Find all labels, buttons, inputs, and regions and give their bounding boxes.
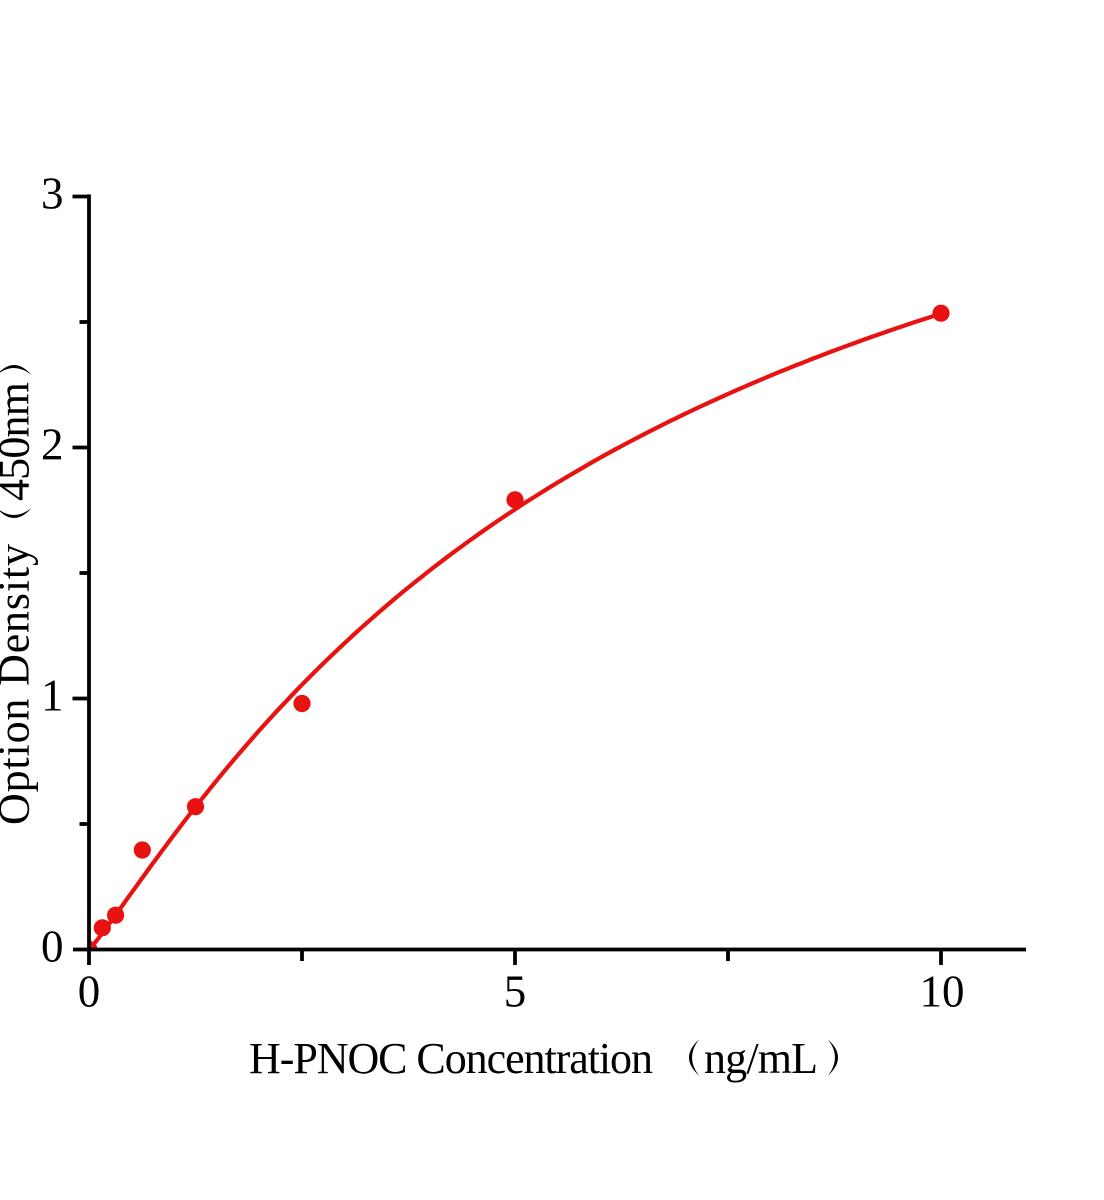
svg-text:Option Density: Option Density xyxy=(0,544,39,825)
svg-text:3: 3 xyxy=(41,169,64,219)
svg-text:0: 0 xyxy=(41,922,64,972)
svg-text:5: 5 xyxy=(504,967,527,1017)
svg-text:1: 1 xyxy=(41,671,64,721)
svg-text:450nm: 450nm xyxy=(0,382,39,501)
svg-text:ng/mL: ng/mL xyxy=(704,1034,818,1083)
svg-text:0: 0 xyxy=(78,967,101,1017)
svg-text:H-PNOC Concentration: H-PNOC Concentration xyxy=(249,1034,653,1083)
svg-text:10: 10 xyxy=(920,967,965,1017)
svg-text:2: 2 xyxy=(41,420,64,470)
